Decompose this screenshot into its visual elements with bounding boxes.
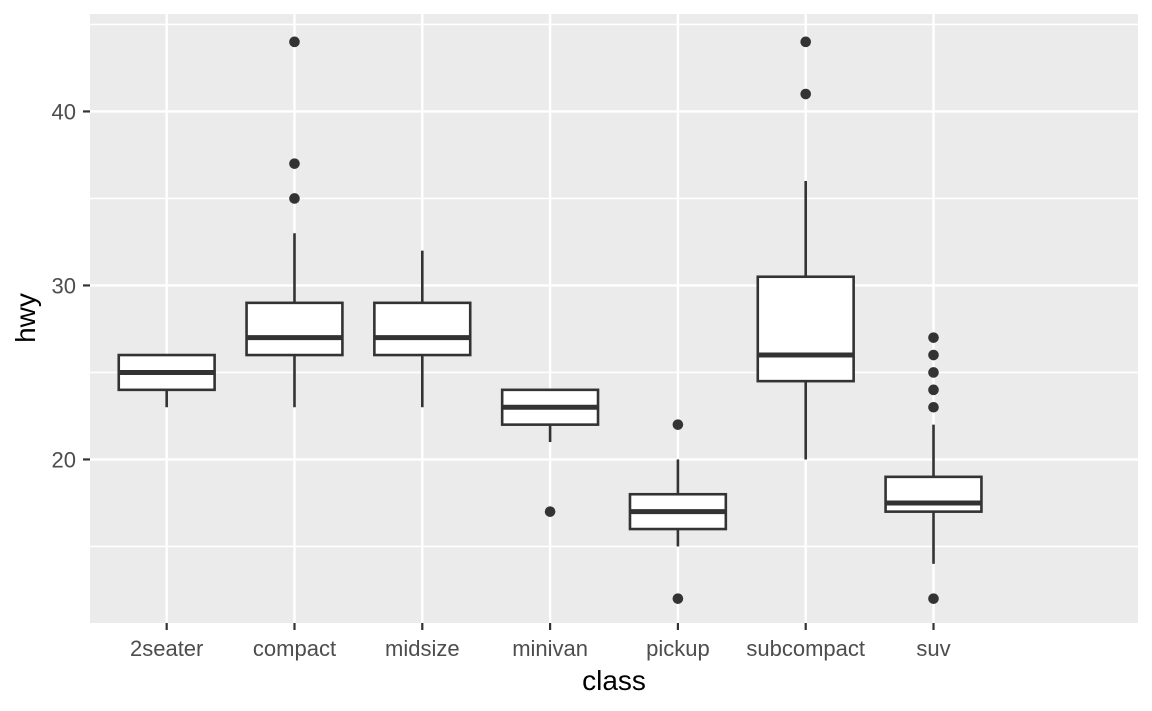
outlier-compact-37 — [289, 158, 300, 169]
outlier-compact-35 — [289, 193, 300, 204]
x-tick-label-midsize: midsize — [385, 636, 460, 661]
y-axis-title: hwy — [10, 293, 41, 343]
box-compact — [245, 301, 344, 357]
y-tick-label-20: 20 — [52, 447, 76, 472]
outlier-suv-27 — [928, 332, 939, 343]
box-subcompact — [756, 275, 855, 383]
outlier-suv-23 — [928, 401, 939, 413]
outlier-suv-26 — [928, 349, 939, 361]
outlier-pickup-12 — [672, 593, 684, 604]
box-suv — [884, 475, 983, 513]
x-tick-label-pickup: pickup — [646, 636, 710, 661]
x-axis-title: class — [582, 665, 646, 696]
y-tick-label-40: 40 — [52, 99, 76, 124]
outlier-subcompact-44 — [800, 36, 812, 48]
outlier-subcompact-41 — [800, 88, 812, 100]
outlier-compact-44 — [289, 36, 300, 48]
x-tick-label-minivan: minivan — [512, 636, 588, 661]
x-tick-label-2seater: 2seater — [130, 636, 203, 661]
outlier-suv-25 — [928, 367, 939, 378]
x-tick-label-compact: compact — [253, 636, 336, 661]
y-tick-label-30: 30 — [52, 273, 76, 298]
outlier-minivan-17 — [544, 506, 556, 517]
outlier-suv-12 — [928, 593, 939, 604]
x-tick-label-suv: suv — [916, 636, 950, 661]
outlier-pickup-22 — [672, 419, 684, 430]
x-tick-label-subcompact: subcompact — [746, 636, 865, 661]
outlier-suv-24 — [928, 384, 939, 396]
box-midsize — [373, 301, 472, 357]
